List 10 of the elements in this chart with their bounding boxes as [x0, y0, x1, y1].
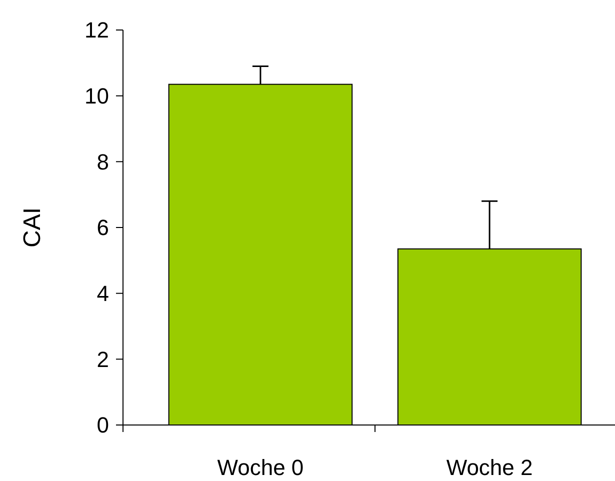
y-tick-label: 0: [96, 412, 109, 438]
y-tick-label: 4: [96, 281, 109, 306]
x-tick-label: Woche 2: [446, 455, 533, 480]
y-tick-label: 2: [96, 346, 109, 372]
y-tick-label: 10: [84, 84, 109, 109]
x-tick-label: Woche 0: [217, 455, 304, 480]
y-tick-label: 6: [96, 215, 109, 240]
y-tick-label: 8: [96, 149, 109, 174]
y-axis-title: CAI: [19, 207, 46, 248]
y-tick-label: 12: [84, 18, 109, 43]
